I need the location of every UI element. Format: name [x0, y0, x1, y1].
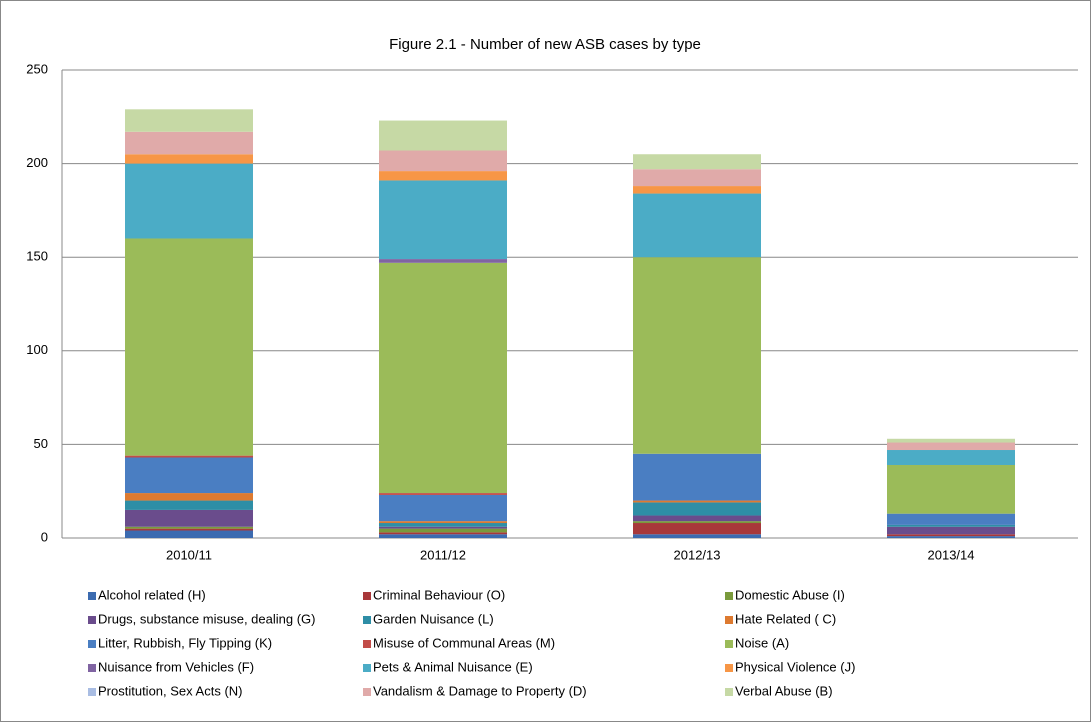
bar-segment: [887, 536, 1015, 538]
bar-segment: [379, 526, 507, 529]
bar-segment: [125, 163, 253, 239]
legend-swatch: [363, 616, 371, 624]
bar-segment: [633, 523, 761, 535]
legend-swatch: [725, 592, 733, 600]
legend-swatch: [88, 616, 96, 624]
bar-segment: [633, 169, 761, 187]
legend-label: Verbal Abuse (B): [735, 683, 833, 698]
y-tick-label: 150: [26, 249, 48, 264]
bar-segment: [379, 494, 507, 522]
legend-label: Garden Nuisance (L): [373, 611, 494, 626]
y-tick-label: 50: [34, 436, 48, 451]
y-tick-label: 250: [26, 61, 48, 76]
y-tick-label: 100: [26, 342, 48, 357]
bar-segment: [633, 453, 761, 501]
legend-swatch: [363, 592, 371, 600]
legend-label: Hate Related ( C): [735, 611, 836, 626]
bar-segment: [633, 515, 761, 522]
legend-label: Drugs, substance misuse, dealing (G): [98, 611, 315, 626]
bar-segment: [887, 524, 1015, 527]
legend-label: Noise (A): [735, 635, 789, 650]
chart-title: Figure 2.1 - Number of new ASB cases by …: [389, 36, 701, 53]
bar-segment: [887, 442, 1015, 451]
bar-segment: [379, 180, 507, 260]
bar-segment: [125, 131, 253, 155]
bar-segment: [887, 513, 1015, 525]
bar-segment: [379, 521, 507, 524]
bar-segment: [887, 464, 1015, 514]
x-tick-label: 2012/13: [674, 547, 721, 562]
bar-segment: [125, 509, 253, 527]
bar-segment: [379, 523, 507, 527]
bar-segment: [887, 534, 1015, 537]
legend-swatch: [88, 592, 96, 600]
bar-segment: [633, 521, 761, 524]
bar-segment: [633, 186, 761, 194]
x-tick-label: 2013/14: [928, 547, 975, 562]
y-tick-label: 200: [26, 155, 48, 170]
bar-segment: [379, 120, 507, 151]
legend-swatch: [88, 664, 96, 672]
bar-segment: [125, 154, 253, 164]
legend-label: Misuse of Communal Areas (M): [373, 635, 555, 650]
bar-segment: [125, 500, 253, 510]
bar-segment: [379, 532, 507, 535]
bar-segment: [633, 500, 761, 503]
bar-segment: [125, 526, 253, 529]
legend-swatch: [725, 664, 733, 672]
legend-swatch: [88, 640, 96, 648]
bar-segment: [125, 457, 253, 494]
legend-label: Domestic Abuse (I): [735, 587, 845, 602]
legend-label: Vandalism & Damage to Property (D): [373, 683, 587, 698]
bar-segment: [633, 154, 761, 170]
bar-segment: [887, 438, 1015, 443]
legend-label: Prostitution, Sex Acts (N): [98, 683, 243, 698]
bar-segment: [379, 534, 507, 538]
bar-segment: [379, 259, 507, 263]
bar-segment: [379, 171, 507, 181]
bar-segment: [379, 528, 507, 533]
bar-segment: [633, 257, 761, 454]
bar-segment: [125, 493, 253, 501]
legend-label: Litter, Rubbish, Fly Tipping (K): [98, 635, 272, 650]
legend-label: Alcohol related (H): [98, 587, 206, 602]
bar-segment: [633, 502, 761, 516]
bar-segment: [125, 530, 253, 538]
bar-segment: [379, 262, 507, 494]
legend-swatch: [363, 688, 371, 696]
x-tick-label: 2011/12: [420, 547, 466, 562]
bar-segment: [125, 109, 253, 132]
legend-label: Nuisance from Vehicles (F): [98, 659, 254, 674]
bar-segment: [125, 528, 253, 531]
legend-label: Physical Violence (J): [735, 659, 855, 674]
legend-label: Criminal Behaviour (O): [373, 587, 505, 602]
bar-segment: [633, 534, 761, 538]
bar-segment: [125, 455, 253, 458]
bar-segment: [379, 150, 507, 172]
x-tick-label: 2010/11: [166, 547, 212, 562]
bar-segment: [379, 493, 507, 495]
bar-segment: [125, 238, 253, 456]
bar-segment: [633, 193, 761, 258]
legend-swatch: [725, 640, 733, 648]
legend-swatch: [725, 616, 733, 624]
bar-segment: [887, 450, 1015, 465]
legend-swatch: [725, 688, 733, 696]
y-tick-label: 0: [41, 529, 48, 544]
legend-swatch: [88, 688, 96, 696]
legend-label: Pets & Animal Nuisance (E): [373, 659, 533, 674]
bar-segment: [887, 526, 1015, 535]
legend-swatch: [363, 664, 371, 672]
legend-swatch: [363, 640, 371, 648]
